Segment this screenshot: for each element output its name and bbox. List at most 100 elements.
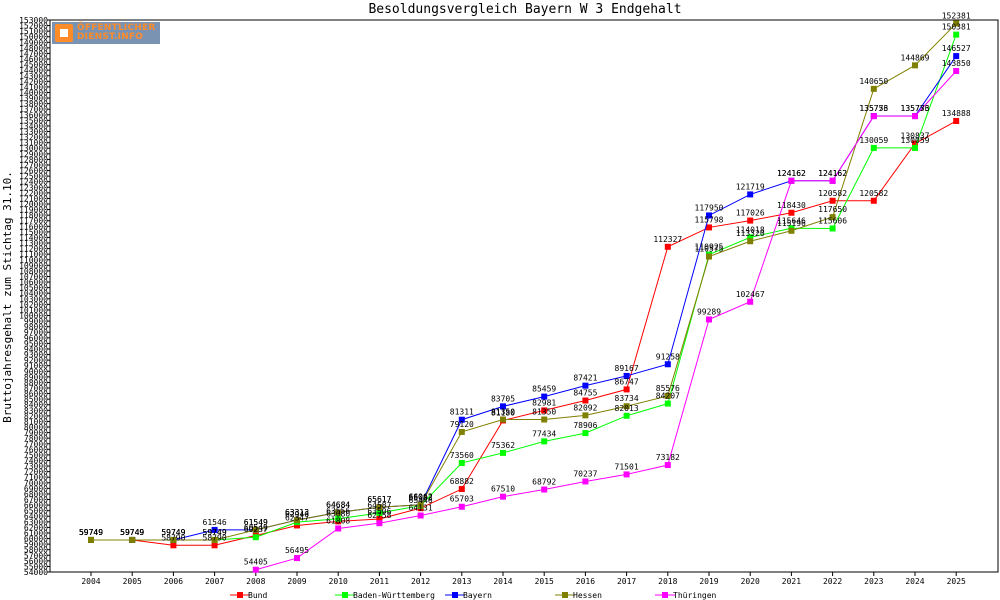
data-point [541,416,548,423]
data-label: 135756 [901,104,930,113]
y-tick-label: 116000 [19,222,48,231]
y-tick-label: 104000 [19,289,48,298]
y-tick-label: 132000 [19,133,48,142]
data-point [88,536,94,543]
y-tick-label: 113000 [19,239,48,248]
y-tick-label: 58000 [24,546,48,555]
data-point [664,400,671,407]
data-point [335,525,342,532]
y-tick-label: 106000 [19,278,48,287]
y-tick-label: 141000 [19,83,48,92]
y-tick-label: 101000 [19,306,48,315]
data-label: 65703 [450,495,474,504]
y-tick-label: 66000 [24,501,48,510]
data-point [129,536,136,543]
data-point [664,462,671,469]
data-label: 82013 [615,404,639,413]
data-label: 75362 [491,441,515,450]
data-point [458,459,465,466]
data-point [294,555,300,562]
data-point [458,416,465,423]
data-point [541,486,548,493]
y-tick-label: 72000 [24,468,48,477]
y-tick-label: 147000 [19,49,48,58]
series-line [91,55,957,541]
data-point [417,501,424,508]
data-point [664,392,671,399]
data-label: 61549 [244,518,268,527]
data-label: 66062 [409,493,433,502]
y-tick-label: 99000 [24,317,48,326]
data-point [747,238,754,245]
y-tick-label: 149000 [19,38,48,47]
data-label: 115798 [695,215,724,224]
data-point [706,212,712,219]
data-label: 84207 [656,392,680,401]
y-tick-label: 68000 [24,490,48,499]
logo-wordmark: ÖFFENTLICHER DIENST.INFO [77,23,156,42]
data-label: 63080 [326,509,350,518]
data-label: 65617 [367,495,391,504]
x-tick-label: 2013 [452,577,471,586]
data-label: 77434 [532,429,556,438]
data-label: 124162 [777,169,806,178]
y-tick-label: 61000 [24,529,48,538]
y-tick-label: 56000 [24,557,48,566]
data-label: 59749 [79,528,103,537]
data-label: 146527 [942,44,971,53]
x-tick-label: 2010 [329,577,348,586]
data-point [541,438,548,445]
data-label: 62347 [285,513,309,522]
data-point [747,298,754,305]
y-tick-label: 80000 [24,423,48,432]
data-label: 59749 [161,528,185,537]
data-label: 58790 [203,533,227,542]
data-label: 82092 [573,403,597,412]
y-tick-label: 115000 [19,228,48,237]
data-point [582,478,589,485]
data-label: 70237 [573,469,597,478]
y-tick-label: 121000 [19,194,48,203]
data-point [912,113,918,120]
y-tick-label: 117000 [19,217,48,226]
y-tick-label: 145000 [19,61,48,70]
series-line [91,34,957,541]
data-label: 121719 [736,182,765,191]
data-label: 62758 [367,511,391,520]
data-label: 152381 [942,11,971,20]
y-tick-label: 73000 [24,462,48,471]
series-line [91,23,957,541]
x-tick-label: 2008 [246,577,265,586]
y-tick-label: 88000 [24,378,48,387]
data-label: 135756 [859,104,888,113]
y-tick-label: 76000 [24,445,48,454]
data-label: 84755 [573,389,597,398]
y-tick-label: 146000 [19,55,48,64]
data-label: 61808 [326,516,350,525]
data-point [252,526,259,533]
data-point [623,412,630,419]
x-tick-label: 2006 [164,577,183,586]
data-label: 64684 [326,500,350,509]
data-label: 59749 [120,528,144,537]
data-point [706,224,712,231]
data-point [376,520,383,527]
y-tick-label: 74000 [24,456,48,465]
data-point [706,253,712,260]
data-point [541,407,548,414]
data-point [582,430,589,437]
data-label: 65617 [367,495,391,504]
y-tick-label: 60000 [24,535,48,544]
data-label: 58790 [161,533,185,542]
data-label: 68882 [450,477,474,486]
y-tick-label: 135000 [19,116,48,125]
x-tick-label: 2014 [493,577,512,586]
data-point [953,20,960,27]
y-tick-label: 67000 [24,496,48,505]
x-axis-ticks: 2004 2005 2006 2007 2008 2009 2010 2011 2012 2013… [81,572,966,586]
data-point [870,197,877,204]
data-point [170,542,177,549]
y-tick-label: 108000 [19,267,48,276]
data-label: 61549 [244,518,268,527]
legend-label: Bayern [463,591,492,600]
